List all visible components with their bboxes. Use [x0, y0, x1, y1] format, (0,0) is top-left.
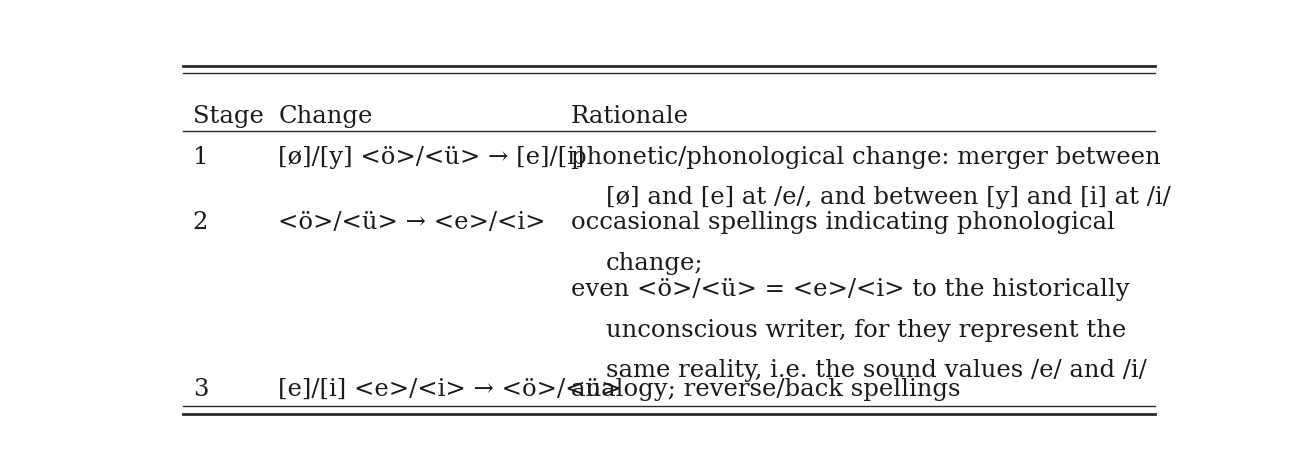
- Text: change;: change;: [606, 252, 703, 275]
- Text: unconscious writer, for they represent the: unconscious writer, for they represent t…: [606, 319, 1126, 342]
- Text: [ø] and [e] at /e/, and between [y] and [i] at /i/: [ø] and [e] at /e/, and between [y] and …: [606, 186, 1170, 210]
- Text: Stage: Stage: [192, 105, 264, 128]
- Text: occasional spellings indicating phonological: occasional spellings indicating phonolog…: [571, 211, 1114, 234]
- Text: Change: Change: [278, 105, 373, 128]
- Text: 3: 3: [192, 378, 208, 401]
- Text: phonetic/phonological change: merger between: phonetic/phonological change: merger bet…: [571, 146, 1160, 169]
- Text: even <ö>/<ü> = <e>/<i> to the historically: even <ö>/<ü> = <e>/<i> to the historical…: [571, 278, 1130, 301]
- Text: 2: 2: [192, 211, 208, 234]
- Text: analogy; reverse/back spellings: analogy; reverse/back spellings: [571, 378, 959, 401]
- Text: same reality, i.e. the sound values /e/ and /i/: same reality, i.e. the sound values /e/ …: [606, 359, 1147, 382]
- Text: [ø]/[y] <ö>/<ü> → [e]/[i]: [ø]/[y] <ö>/<ü> → [e]/[i]: [278, 146, 585, 169]
- Text: [e]/[i] <e>/<i> → <ö>/<ü>: [e]/[i] <e>/<i> → <ö>/<ü>: [278, 378, 621, 401]
- Text: Rationale: Rationale: [571, 105, 689, 128]
- Text: 1: 1: [192, 146, 208, 169]
- Text: <ö>/<ü> → <e>/<i>: <ö>/<ü> → <e>/<i>: [278, 211, 546, 234]
